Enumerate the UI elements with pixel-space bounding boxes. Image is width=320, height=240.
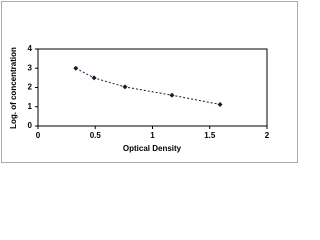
y-tick-label: 1 [28, 102, 33, 111]
chart-frame [1, 1, 298, 163]
data-point [122, 84, 128, 90]
plot-frame [37, 48, 268, 127]
data-point [169, 92, 175, 98]
x-axis-label: Optical Density [123, 144, 182, 153]
y-tick-label: 4 [28, 44, 33, 53]
x-tick-label: 2 [265, 131, 270, 140]
x-tick-label: 0.5 [90, 131, 102, 140]
y-tick-label: 2 [28, 83, 33, 92]
data-point [217, 101, 223, 107]
x-tick-label: 0 [36, 131, 41, 140]
y-tick-label: 0 [28, 121, 33, 130]
data-point [91, 75, 97, 81]
x-tick-label: 1 [150, 131, 155, 140]
y-axis-label: Log. of concentration [9, 47, 18, 129]
y-tick-label: 3 [28, 63, 33, 72]
x-tick-label: 1.5 [204, 131, 216, 140]
data-point [73, 65, 79, 71]
chart: Optical Density Log. of concentration 0 1… [1, 1, 298, 163]
data-line [75, 67, 221, 105]
